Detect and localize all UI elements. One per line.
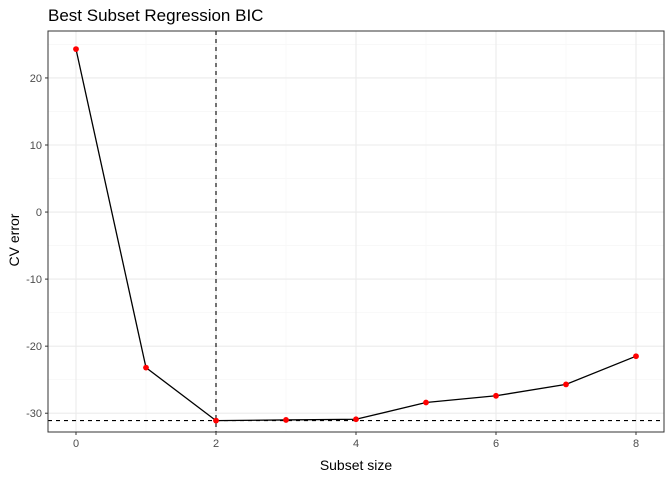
x-tick-label: 6 xyxy=(493,438,499,450)
data-point xyxy=(633,353,639,360)
grid-major xyxy=(48,31,664,432)
data-points xyxy=(73,46,639,424)
x-tick-label: 8 xyxy=(633,438,639,450)
data-point xyxy=(493,392,499,399)
data-point xyxy=(213,417,219,424)
y-tick-label: -30 xyxy=(26,408,42,420)
y-tick-label: -20 xyxy=(26,341,42,353)
x-axis-ticks: 0 2 4 6 8 xyxy=(73,432,639,450)
data-point xyxy=(143,364,149,371)
x-tick-label: 0 xyxy=(73,438,79,450)
y-tick-label: 20 xyxy=(30,73,42,85)
y-axis-ticks: -30 -20 -10 0 10 20 xyxy=(26,73,48,420)
x-tick-label: 4 xyxy=(353,438,359,450)
data-point xyxy=(73,46,79,53)
y-tick-label: 10 xyxy=(30,140,42,152)
x-axis-title: Subset size xyxy=(320,457,393,473)
data-point xyxy=(423,399,429,406)
data-point xyxy=(353,416,359,423)
data-point xyxy=(563,381,569,388)
x-tick-label: 2 xyxy=(213,438,219,450)
y-axis-title: CV error xyxy=(6,213,22,266)
chart-title: Best Subset Regression BIC xyxy=(48,6,263,25)
y-tick-label: 0 xyxy=(36,207,42,219)
data-point xyxy=(283,417,289,423)
y-tick-label: -10 xyxy=(26,274,42,286)
